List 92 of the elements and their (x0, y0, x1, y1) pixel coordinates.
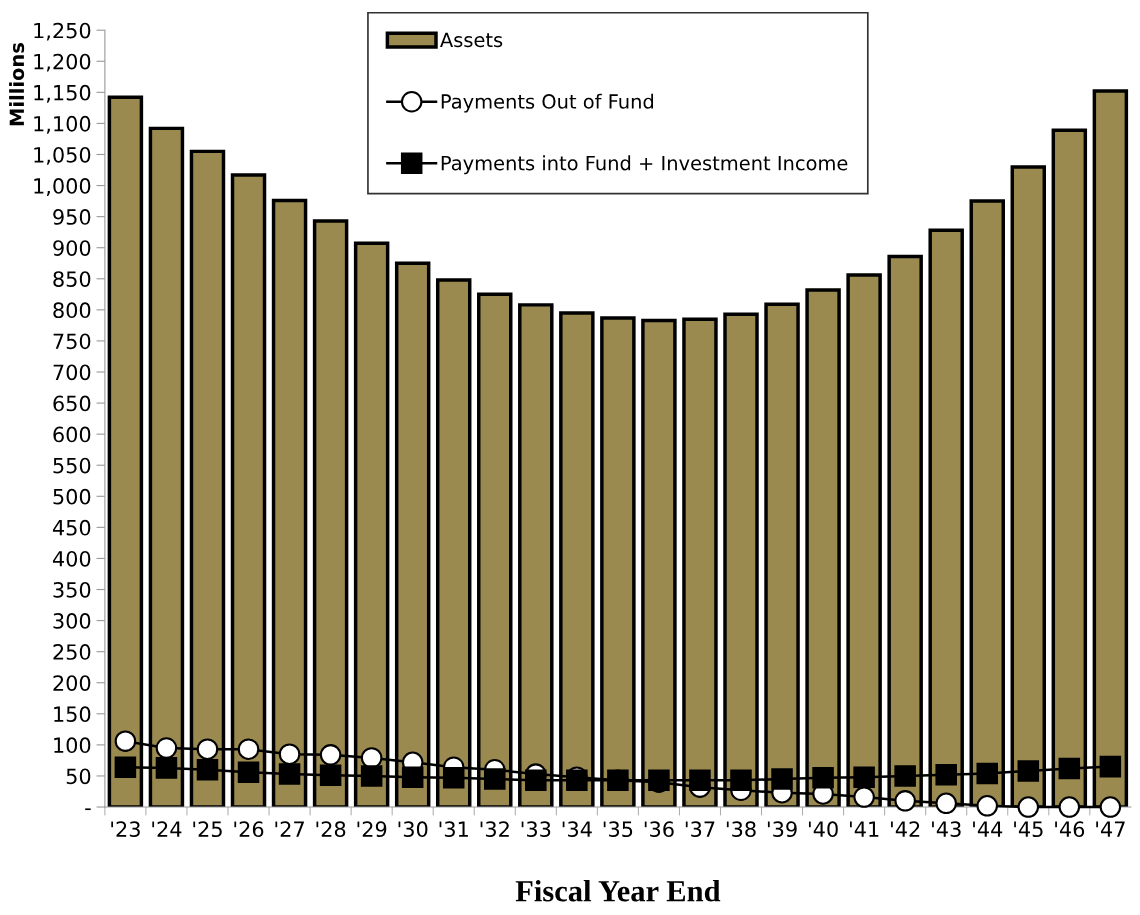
y-tick-label: 500 (53, 488, 91, 505)
x-tick-label: '37 (685, 821, 715, 838)
y-tick-label: 50 (66, 768, 91, 785)
point (278, 743, 301, 765)
y-tick-label: 1,250 (34, 22, 91, 41)
point (155, 737, 178, 759)
y-tick-label: 1,200 (34, 53, 91, 72)
point (401, 766, 424, 788)
y-tick-label: 700 (53, 364, 91, 381)
legend-label: Payments Out of Fund (441, 93, 654, 113)
x-tick-label: '35 (603, 821, 633, 838)
point (237, 761, 260, 783)
point (730, 769, 752, 792)
y-tick-label: 650 (53, 395, 91, 412)
point (484, 768, 506, 790)
x-tick-label: '33 (521, 821, 551, 838)
y-tick-label: 600 (53, 426, 91, 443)
x-tick-label: '23 (111, 821, 140, 838)
x-tick-label: '43 (932, 821, 961, 838)
point (1099, 755, 1122, 778)
point (894, 790, 916, 812)
point (196, 738, 219, 760)
point (853, 786, 875, 808)
x-tick-label: '47 (1096, 821, 1125, 837)
point (319, 764, 342, 787)
x-tick-label: '29 (357, 821, 387, 838)
x-tick-label: '27 (275, 821, 304, 837)
y-tick-label: - (85, 808, 91, 811)
y-tick-label: 100 (54, 737, 91, 754)
point (196, 758, 219, 781)
point (976, 795, 998, 817)
y-axis-title: Millions (9, 43, 25, 126)
y-tick-label: 300 (53, 613, 91, 629)
y-tick-label: 800 (53, 302, 91, 319)
y-tick-label: 250 (53, 644, 91, 660)
legend-label: Assets (440, 32, 503, 48)
y-tick-label: 450 (52, 519, 91, 536)
x-tick-label: '38 (726, 821, 756, 838)
y-tick-label: 1,050 (34, 146, 91, 165)
y-tick-label: 1,000 (34, 178, 91, 196)
point (689, 769, 711, 792)
y-tick-label: 550 (53, 457, 91, 474)
y-tick-label: 850 (53, 271, 91, 287)
point (771, 768, 793, 790)
point (1058, 796, 1081, 818)
x-tick-label: '24 (152, 821, 182, 837)
point (525, 769, 547, 792)
point (155, 757, 178, 779)
point (442, 767, 465, 789)
point (812, 767, 834, 789)
y-tick-label: 1,100 (34, 115, 91, 134)
point (114, 756, 137, 779)
y-tick-label: 950 (53, 209, 91, 225)
y-tick-label: 150 (54, 706, 91, 723)
x-tick-label: '25 (193, 821, 222, 838)
point (319, 744, 342, 766)
point (1017, 760, 1040, 782)
point (237, 738, 260, 760)
x-tick-label: '30 (398, 821, 428, 838)
x-tick-label: '26 (234, 821, 264, 838)
y-tick-label: 1,150 (34, 84, 91, 103)
x-tick-label: '41 (850, 821, 879, 837)
point (360, 765, 383, 787)
point (935, 763, 957, 786)
point (935, 792, 957, 815)
point (566, 769, 588, 792)
x-tick-label: '44 (973, 821, 1003, 837)
point (853, 766, 875, 788)
x-tick-label: '39 (767, 821, 797, 838)
point (1058, 757, 1081, 780)
x-tick-label: '46 (1055, 821, 1085, 838)
x-tick-label: '32 (480, 821, 509, 838)
point (1017, 796, 1040, 818)
y-tick-label: 350 (53, 581, 91, 598)
point (1099, 796, 1122, 818)
y-tick-label: 200 (53, 675, 91, 691)
x-tick-label: '36 (644, 821, 674, 838)
point (114, 730, 137, 752)
y-tick-label: 400 (52, 550, 91, 567)
x-tick-label: '40 (808, 821, 838, 838)
x-tick-label: '31 (439, 821, 468, 838)
point (976, 762, 998, 785)
point (894, 765, 916, 787)
legend-label: Payments into Fund + Investment Income (441, 155, 848, 175)
x-tick-label: '45 (1014, 821, 1043, 838)
y-tick-label: 900 (53, 240, 91, 256)
y-tick-label: 750 (53, 333, 91, 350)
x-tick-label: '34 (562, 821, 592, 838)
x-tick-label: '28 (316, 821, 346, 838)
x-axis-title: Fiscal Year End (515, 879, 721, 902)
point (278, 763, 301, 785)
x-tick-label: '42 (891, 821, 920, 837)
